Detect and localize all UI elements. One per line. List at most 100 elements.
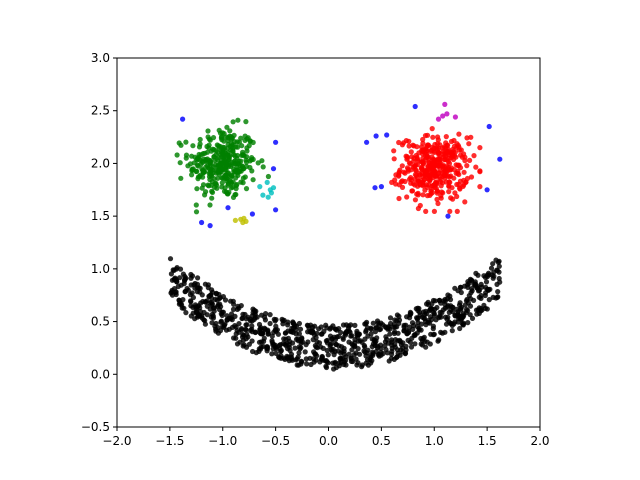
scatter-point	[235, 144, 241, 150]
scatter-point	[202, 321, 208, 327]
scatter-point	[209, 173, 215, 179]
scatter-point	[317, 344, 324, 350]
scatter-point	[435, 200, 441, 207]
scatter-point	[238, 303, 244, 309]
scatter-point	[475, 272, 481, 278]
scatter-point	[450, 196, 456, 202]
scatter-point	[178, 142, 184, 148]
scatter-point	[396, 195, 402, 202]
scatter-point	[336, 360, 342, 366]
scatter-point	[418, 321, 424, 327]
scatter-point	[210, 315, 216, 321]
scatter-point	[445, 314, 451, 320]
scatter-point	[197, 305, 203, 311]
scatter-point	[218, 319, 224, 325]
scatter-point	[450, 156, 457, 163]
scatter-point	[199, 219, 205, 226]
scatter-point	[415, 205, 421, 212]
scatter-point	[197, 173, 203, 180]
scatter-point	[197, 285, 203, 291]
ticks-layer: −2.0 −1.5 −1.0 −0.5 0.0 0.5 1.0 1.5 2.0 −0.5 0.0 0.…	[81, 51, 550, 448]
scatter-point	[415, 305, 421, 311]
scatter-point	[270, 185, 277, 191]
scatter-point	[442, 101, 448, 107]
scatter-point	[247, 327, 253, 333]
scatter-point	[446, 160, 453, 167]
scatter-point	[325, 352, 331, 358]
scatter-point	[319, 331, 325, 337]
scatter-point	[296, 350, 302, 356]
scatter-point	[215, 303, 221, 309]
scatter-point	[448, 303, 454, 309]
scatter-point	[235, 117, 241, 123]
scatter-point	[420, 309, 427, 315]
scatter-point	[238, 135, 244, 141]
scatter-point	[389, 179, 395, 185]
scatter-point	[318, 324, 324, 330]
scatter-point	[336, 333, 342, 340]
scatter-point	[253, 350, 259, 356]
scatter-point	[494, 268, 501, 274]
scatter-point	[404, 194, 410, 200]
scatter-point	[468, 174, 475, 180]
scatter-point	[468, 296, 474, 302]
x-tick-label: −1.0	[208, 434, 237, 448]
scatter-point	[276, 354, 282, 360]
scatter-point	[467, 303, 474, 309]
scatter-point	[228, 315, 234, 321]
scatter-point	[356, 338, 362, 344]
scatter-point	[415, 190, 421, 196]
scatter-point	[436, 297, 442, 304]
scatter-point	[453, 162, 459, 168]
scatter-point	[236, 139, 242, 145]
scatter-point	[431, 331, 437, 337]
scatter-point	[189, 166, 195, 172]
scatter-point	[396, 170, 402, 176]
scatter-point	[213, 180, 219, 186]
scatter-point	[473, 164, 479, 170]
scatter-point	[213, 291, 220, 297]
scatter-point	[446, 309, 452, 315]
scatter-point	[211, 154, 217, 160]
scatter-point	[466, 141, 472, 147]
scatter-point	[229, 173, 235, 179]
scatter-point	[209, 320, 215, 326]
scatter-point	[428, 314, 434, 320]
scatter-point	[400, 349, 406, 355]
scatter-point	[484, 187, 490, 193]
scatter-point	[414, 156, 421, 162]
scatter-point	[227, 128, 233, 134]
scatter-point	[401, 328, 407, 334]
scatter-point	[372, 185, 378, 191]
scatter-point	[322, 358, 328, 364]
scatter-point	[418, 341, 424, 347]
scatter-point	[324, 337, 330, 343]
scatter-point	[288, 329, 294, 335]
scatter-point	[430, 134, 436, 140]
scatter-point	[179, 302, 185, 308]
scatter-point	[457, 325, 463, 332]
scatter-point	[265, 327, 271, 333]
scatter-point	[403, 343, 409, 349]
scatter-point	[199, 166, 205, 172]
scatter-point	[272, 318, 278, 324]
scatter-point	[191, 282, 197, 288]
scatter-point	[408, 344, 415, 350]
scatter-point	[425, 319, 431, 325]
scatter-point	[437, 157, 443, 163]
scatter-point	[462, 283, 468, 289]
scatter-point	[172, 275, 178, 281]
scatter-point	[250, 177, 256, 183]
scatter-point	[292, 345, 298, 351]
scatter-point	[260, 192, 266, 198]
scatter-point	[409, 320, 416, 326]
scatter-point	[333, 364, 339, 371]
scatter-point	[273, 139, 279, 145]
scatter-point	[454, 193, 460, 200]
scatter-point	[424, 168, 430, 174]
scatter-point	[246, 143, 252, 149]
scatter-point	[240, 343, 246, 349]
scatter-point	[207, 159, 214, 165]
scatter-point	[180, 116, 186, 122]
scatter-point	[424, 153, 430, 159]
